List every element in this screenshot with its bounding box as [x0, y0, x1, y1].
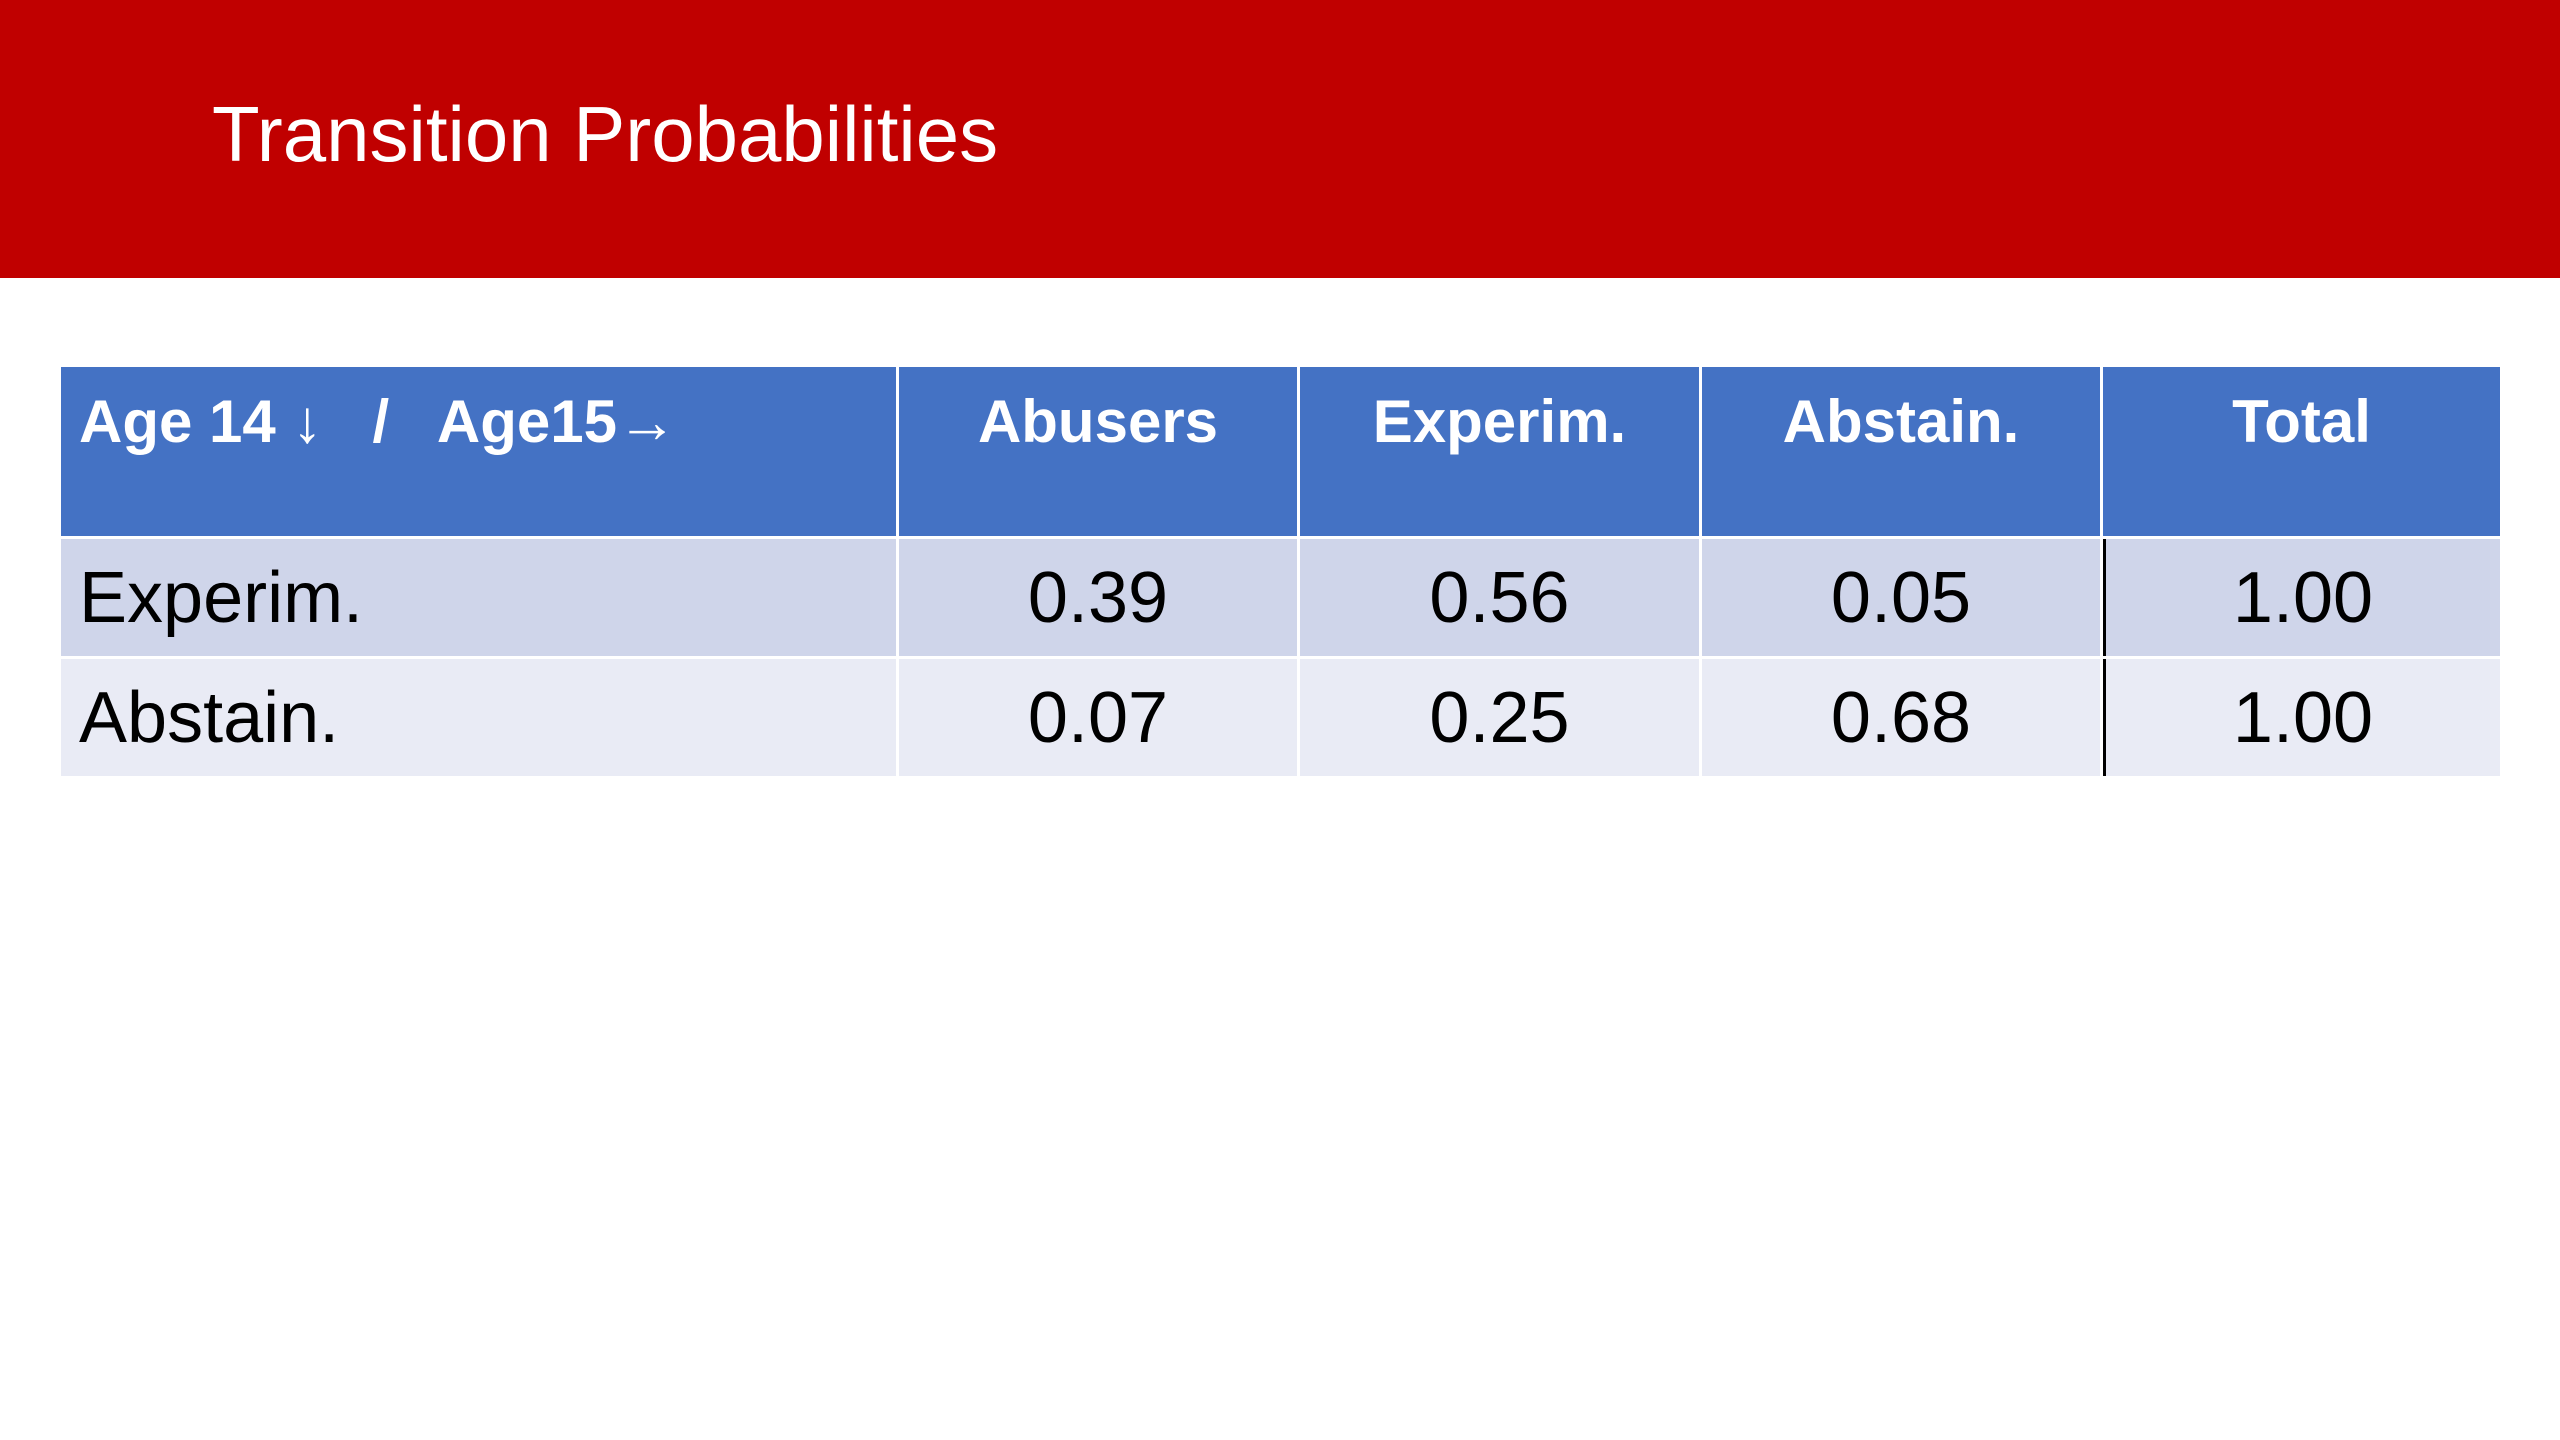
column-header: Age 14 ↓ / Age15→	[61, 367, 896, 536]
table-row: Abstain. 0.07 0.25 0.68 1.00	[61, 659, 2500, 776]
column-header: Abusers	[899, 367, 1297, 536]
column-header: Total	[2103, 367, 2500, 536]
column-header: Experim.	[1300, 367, 1699, 536]
table-cell: 0.05	[1702, 539, 2100, 656]
table-cell: 1.00	[2103, 659, 2500, 776]
table-body: Experim. 0.39 0.56 0.05 1.00 Abstain. 0.07 0.25…	[61, 539, 2500, 776]
table-row: Experim. 0.39 0.56 0.05 1.00	[61, 539, 2500, 656]
table-cell: 0.25	[1300, 659, 1699, 776]
table-cell: 0.56	[1300, 539, 1699, 656]
table-cell: 0.39	[899, 539, 1297, 656]
row-header: Experim.	[61, 539, 896, 656]
title-banner	[0, 0, 2560, 278]
transition-table: Age 14 ↓ / Age15→ Abusers Experim. Abstain.…	[58, 364, 2503, 779]
column-header: Abstain.	[1702, 367, 2100, 536]
row-header: Abstain.	[61, 659, 896, 776]
header-row: Age 14 ↓ / Age15→ Abusers Experim. Abstain.…	[61, 367, 2500, 536]
table-cell: 0.68	[1702, 659, 2100, 776]
table-cell: 0.07	[899, 659, 1297, 776]
slide-title: Transition Probabilities	[212, 90, 999, 178]
table-cell: 1.00	[2103, 539, 2500, 656]
